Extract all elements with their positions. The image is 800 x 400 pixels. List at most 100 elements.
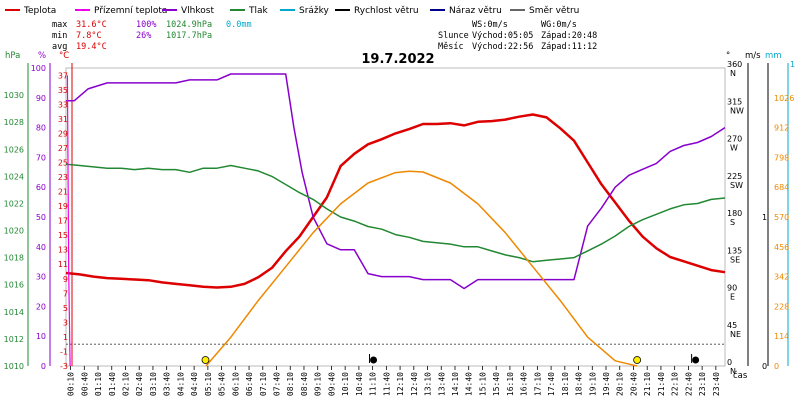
- series-tlak: [65, 163, 726, 263]
- tick-temperature: 9: [63, 275, 68, 284]
- info-wg: WG:0m/s: [541, 20, 577, 30]
- tick-humidity: 30: [36, 273, 46, 282]
- tick-pressure: 1026: [4, 145, 24, 154]
- x-tick-label: 13:10: [424, 372, 433, 396]
- stat-max-rain: 0.0mm: [226, 20, 252, 30]
- x-tick-label: 01:40: [108, 372, 117, 396]
- x-tick-label: 20:10: [616, 372, 625, 396]
- moon-marker: [692, 356, 700, 364]
- tick-wind-dir: 270: [727, 135, 742, 144]
- x-tick-label: 01:10: [94, 372, 103, 396]
- legend: Teplota Přízemní teplota Vlhkost Tlak Sr…: [5, 6, 579, 16]
- tick-temperature: 25: [58, 158, 68, 167]
- x-tick-label: 03:10: [149, 372, 158, 396]
- stat-min-label: min: [52, 31, 67, 41]
- tick-pressure: 1024: [4, 172, 24, 181]
- tick-wind-dir-label: SE: [730, 255, 740, 264]
- info-ws: WS:0m/s: [472, 20, 508, 30]
- x-tick-label: 23:10: [698, 372, 707, 396]
- x-tick-label: 05:10: [204, 372, 213, 396]
- tick-humidity: 0: [41, 362, 46, 371]
- tick-temperature: 31: [58, 115, 68, 124]
- legend-prizemni-teplota: Přízemní teplota: [94, 6, 167, 16]
- unit-mm: mm: [765, 51, 782, 61]
- legend-vlhkost: Vlhkost: [181, 6, 214, 16]
- moon-marker: [370, 356, 378, 364]
- info-sunrise: Východ:05:05: [472, 31, 533, 41]
- legend-rychlost-vetru: Rychlost větru: [354, 6, 419, 16]
- x-tick-label: 06:40: [245, 372, 254, 396]
- tick-wind-dir-label: E: [730, 293, 735, 302]
- stat-avg-temp: 19.4°C: [76, 42, 107, 52]
- x-tick-label: 06:10: [231, 372, 240, 396]
- x-tick-label: 22:40: [684, 372, 693, 396]
- tick-solar: 912: [774, 124, 789, 133]
- x-tick-label: 09:10: [314, 372, 323, 396]
- legend-smer-vetru: Směr větru: [529, 6, 579, 16]
- x-tick-label: 14:10: [451, 372, 460, 396]
- x-tick-label: 04:40: [190, 372, 199, 396]
- x-tick-label: 12:10: [396, 372, 405, 396]
- tick-humidity: 100: [31, 64, 46, 73]
- stat-min-hum: 26%: [136, 31, 151, 41]
- x-tick-label: 14:40: [465, 372, 474, 396]
- plot-frame: [65, 67, 726, 367]
- tick-solar: 684: [774, 183, 789, 192]
- unit-deg: °: [726, 51, 730, 61]
- tick-wind-dir-label: NE: [730, 330, 741, 339]
- tick-rain: 1: [790, 60, 795, 69]
- x-tick-label: 19:10: [588, 372, 597, 396]
- unit-time: čas: [733, 370, 748, 381]
- x-tick-label: 12:40: [410, 372, 419, 396]
- unit-degc: °C: [59, 51, 69, 61]
- stats-block: max 31.6°C 100% 1024.9hPa 0.0mm min 7.8°…: [52, 20, 252, 52]
- tick-wind-dir: 90: [727, 284, 737, 293]
- x-tick-label: 02:40: [135, 372, 144, 396]
- tick-solar: 1026: [774, 94, 794, 103]
- plot-area: 1010101210141016101810201022102410261028…: [4, 60, 795, 396]
- tick-temperature: 17: [58, 217, 68, 226]
- tick-pressure: 1022: [4, 199, 24, 208]
- tick-solar: 228: [774, 302, 789, 311]
- tick-temperature: 19: [58, 202, 68, 211]
- tick-wind-speed: 0: [762, 362, 767, 371]
- unit-ms: m/s: [745, 51, 761, 61]
- tick-humidity: 90: [36, 94, 46, 103]
- unit-pct: %: [38, 51, 46, 61]
- info-sunset: Západ:20:48: [541, 31, 597, 41]
- x-tick-label: 08:40: [300, 372, 309, 396]
- x-tick-label: 21:40: [657, 372, 666, 396]
- tick-wind-dir-label: N: [730, 69, 736, 78]
- x-tick-label: 11:40: [382, 372, 391, 396]
- tick-pressure: 1028: [4, 118, 24, 127]
- tick-wind-dir-label: SW: [730, 181, 743, 190]
- tick-wind-dir: 225: [727, 172, 742, 181]
- tick-wind-speed: 1: [762, 213, 767, 222]
- unit-hpa: hPa: [5, 51, 20, 61]
- x-tick-label: 13:40: [437, 372, 446, 396]
- tick-temperature: 33: [58, 100, 68, 109]
- tick-wind-dir-label: W: [730, 144, 738, 153]
- series-vlhkost: [66, 73, 726, 290]
- sun-marker: [633, 356, 642, 364]
- info-moon-label: Měsíc: [438, 42, 464, 52]
- tick-temperature: 35: [58, 86, 68, 95]
- tick-humidity: 40: [36, 243, 46, 252]
- stat-max-hum: 100%: [136, 20, 156, 30]
- tick-temperature: 15: [58, 231, 68, 240]
- tick-wind-dir-label: N: [730, 367, 736, 376]
- tick-wind-dir: 360: [727, 60, 742, 69]
- series-slunecni-zareni: [205, 170, 638, 367]
- stat-avg-label: avg: [52, 42, 67, 52]
- tick-temperature: -1: [60, 347, 68, 356]
- x-tick-label: 08:10: [286, 372, 295, 396]
- tick-humidity: 10: [36, 332, 46, 341]
- tick-temperature: 11: [58, 260, 68, 269]
- x-tick-label: 04:10: [176, 372, 185, 396]
- x-tick-label: 22:10: [671, 372, 680, 396]
- stat-max-label: max: [52, 20, 67, 30]
- tick-solar: 798: [774, 153, 789, 162]
- tick-solar: 456: [774, 243, 789, 252]
- x-tick-label: 18:40: [575, 372, 584, 396]
